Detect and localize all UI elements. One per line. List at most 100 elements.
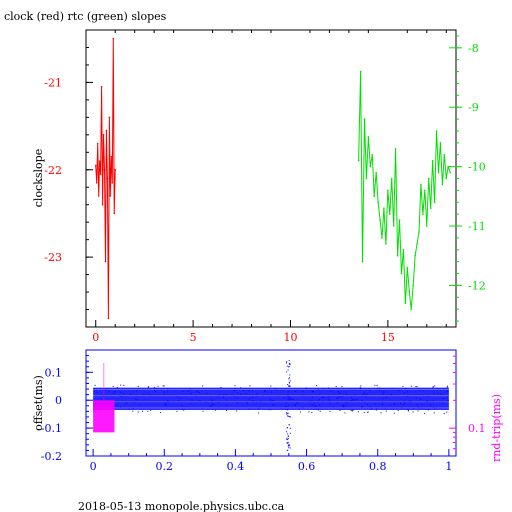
offset-point [382, 391, 384, 393]
offset-spike-point [288, 391, 290, 393]
offset-point [380, 412, 382, 414]
offset-point [256, 393, 258, 395]
offset-point [167, 388, 169, 390]
offset-spike-point [286, 442, 288, 444]
rtc-point [404, 302, 407, 305]
offset-point [269, 388, 271, 390]
offset-point [137, 386, 139, 388]
offset-point [125, 402, 127, 404]
offset-point [286, 395, 288, 397]
offset-point [270, 385, 272, 387]
clock-point [99, 173, 102, 175]
offset-point [155, 387, 157, 389]
right-tick-label: -11 [468, 220, 486, 233]
offset-point [393, 403, 395, 405]
rtc-point [379, 219, 381, 221]
offset-y-tick-label: -0.2 [41, 450, 62, 463]
offset-point [309, 401, 311, 403]
right-tick-label: -9 [468, 101, 479, 114]
offset-spike-point [288, 363, 290, 365]
rtc-point [398, 219, 401, 221]
rtc-point [402, 248, 405, 251]
rtc-point [359, 70, 362, 73]
offset-point [236, 410, 238, 412]
offset-point [223, 394, 225, 396]
offset-point [163, 385, 165, 387]
offset-point [142, 410, 144, 412]
offset-point [323, 396, 325, 398]
offset-spike-point [286, 431, 288, 433]
offset-spike-point [287, 438, 289, 440]
offset-x-tick-label: 0.8 [369, 460, 387, 473]
offset-spike-point [289, 380, 291, 382]
offset-spike-point [289, 377, 291, 379]
offset-band [93, 387, 449, 410]
offset-spike-point [286, 439, 288, 441]
offset-point [149, 394, 151, 396]
offset-x-tick-label: 0.4 [227, 460, 245, 473]
offset-point [301, 394, 303, 396]
offset-point [335, 385, 337, 387]
rtc-point [439, 142, 442, 144]
offset-point [311, 391, 313, 393]
offset-x-tick-label: 1 [445, 460, 452, 473]
offset-spike-point [288, 444, 290, 446]
offset-point [120, 392, 122, 394]
offset-spike-point [286, 409, 288, 411]
offset-spike-point [288, 415, 290, 417]
offset-point [300, 411, 302, 413]
offset-point [133, 402, 135, 404]
offset-point [442, 403, 444, 405]
offset-point [302, 391, 304, 393]
offset-point [363, 393, 365, 395]
offset-point [319, 410, 321, 412]
offset-point [402, 403, 404, 405]
rtc-series [357, 70, 451, 310]
offset-point [321, 396, 323, 398]
offset-point [182, 390, 184, 392]
clock-point [112, 37, 115, 40]
rtc-point [420, 183, 422, 186]
offset-point [318, 399, 320, 401]
offset-point [369, 406, 371, 408]
offset-point [403, 392, 405, 394]
clock-point [114, 168, 117, 171]
offset-point [339, 410, 341, 412]
offset-point [447, 390, 449, 392]
offset-point [343, 405, 345, 407]
offset-point [225, 394, 227, 396]
offset-point [226, 404, 228, 406]
offset-point [132, 410, 134, 412]
offset-point [312, 391, 314, 393]
offset-point [382, 393, 384, 395]
offset-point [147, 393, 149, 395]
offset-point [400, 403, 402, 405]
offset-point [336, 397, 338, 399]
offset-point [120, 384, 122, 386]
offset-point [327, 396, 329, 398]
offset-point [369, 389, 371, 391]
rndtrip-block [93, 400, 115, 433]
offset-spike-point [288, 366, 290, 368]
offset-point [329, 402, 331, 404]
offset-point [375, 409, 377, 411]
offset-point [404, 402, 406, 404]
offset-point [166, 400, 168, 402]
offset-point [272, 404, 274, 406]
rtc-point [414, 254, 416, 257]
offset-point [153, 386, 155, 388]
offset-point [424, 412, 426, 414]
offset-point [302, 406, 304, 408]
rtc-point [369, 165, 372, 168]
offset-point [342, 404, 344, 406]
offset-point [154, 390, 156, 392]
offset-point [294, 390, 296, 392]
offset-spike-point [289, 382, 291, 384]
offset-point [376, 408, 378, 410]
offset-point [420, 398, 422, 400]
offset-series [93, 360, 449, 451]
offset-point [157, 385, 159, 387]
offset-point [328, 387, 330, 389]
offset-point [311, 400, 313, 402]
offset-spike-point [286, 427, 288, 429]
